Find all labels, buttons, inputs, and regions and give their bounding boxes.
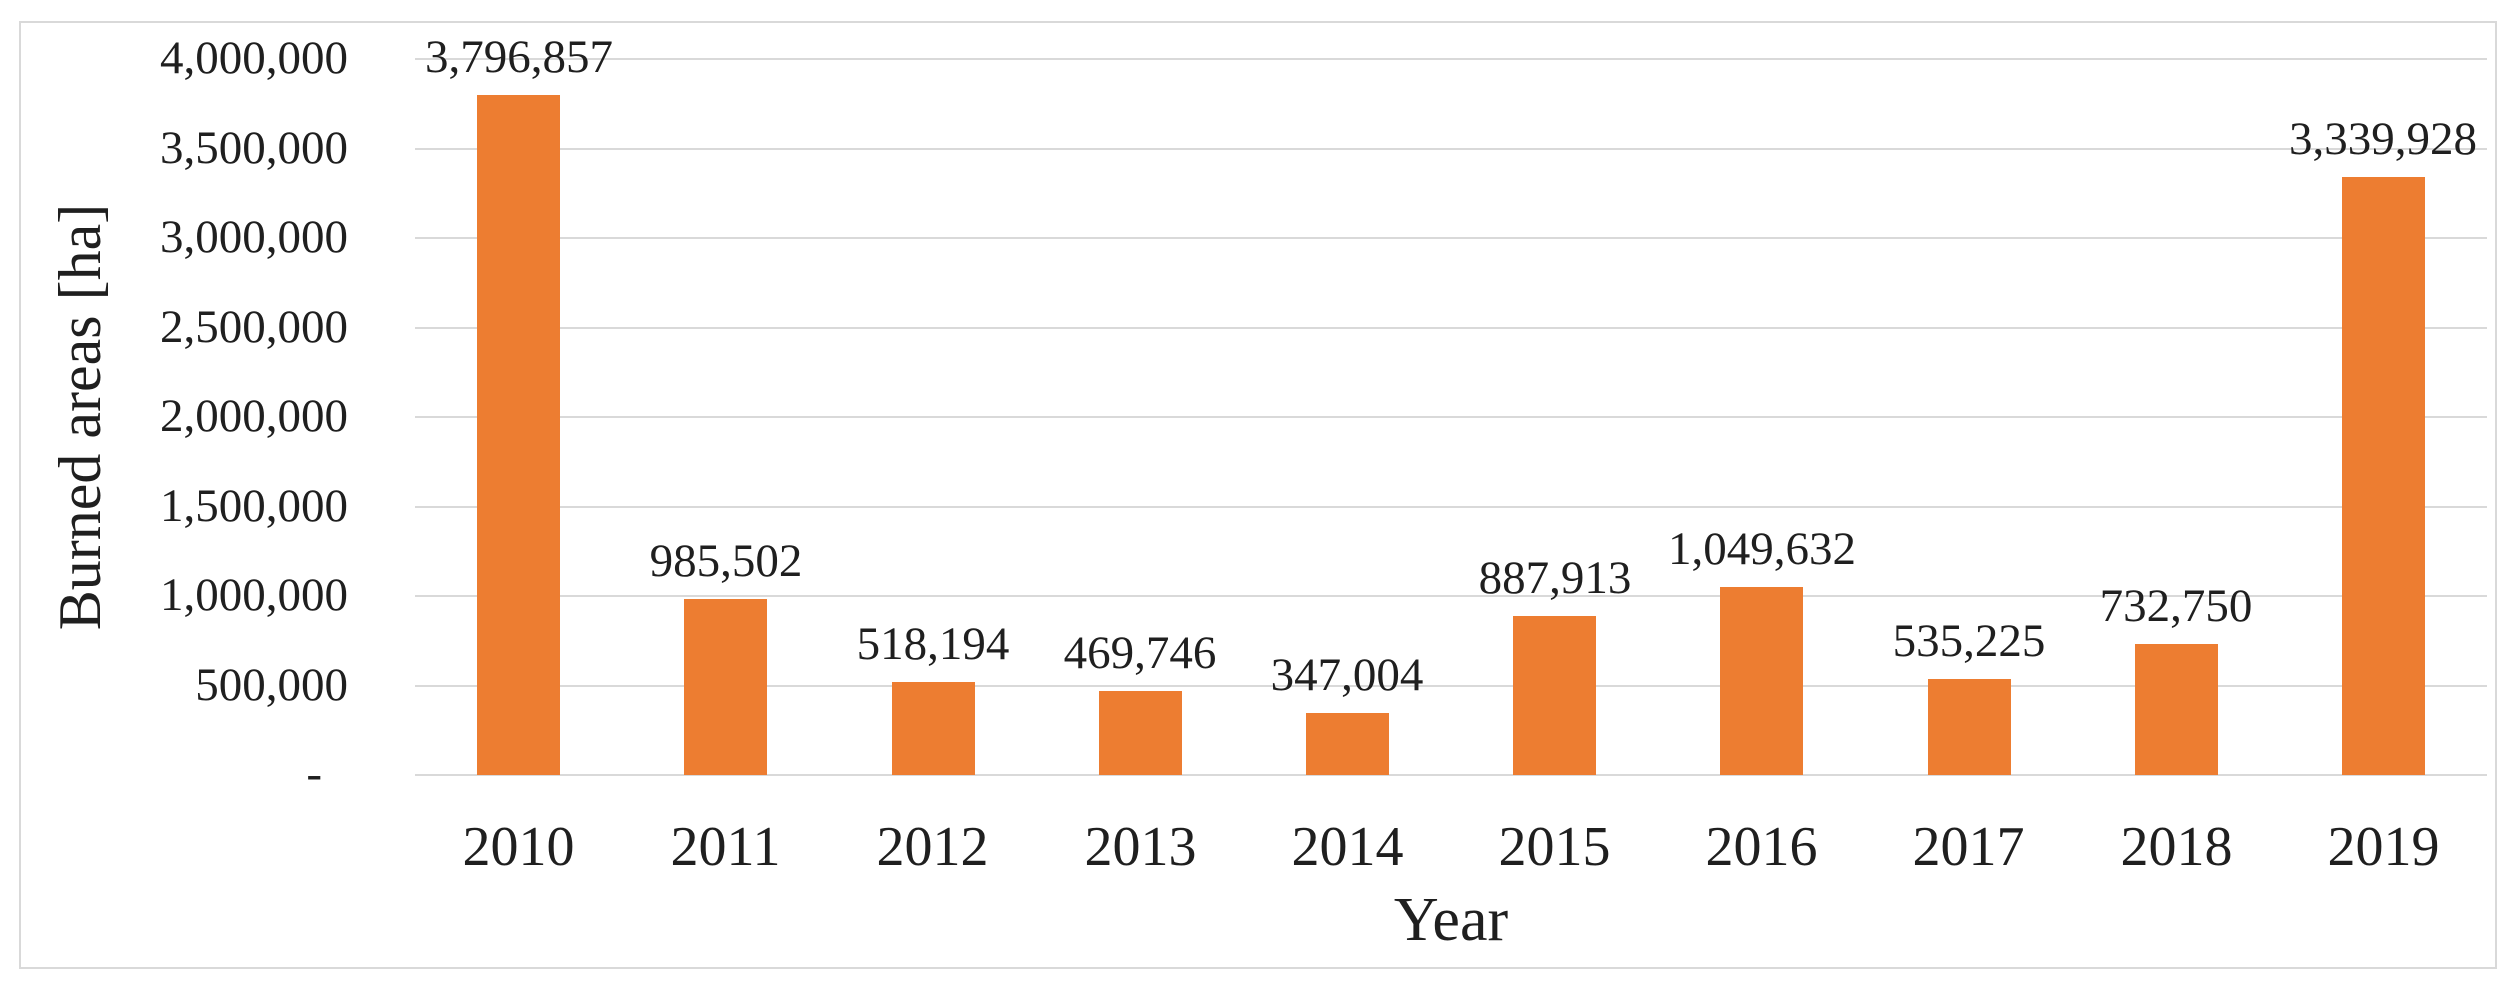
- bar-value-label: 1,049,632: [1668, 523, 1856, 575]
- bar-value-label: 3,796,857: [425, 31, 613, 83]
- x-tick-label: 2015: [1498, 816, 1611, 878]
- bar: [1306, 713, 1389, 775]
- plot-area: [415, 58, 2487, 776]
- y-tick-label: 2,000,000: [160, 390, 348, 442]
- bar-value-label: 3,339,928: [2289, 113, 2477, 165]
- y-tick-label: -: [306, 748, 322, 800]
- bar-value-label: 518,194: [856, 618, 1010, 670]
- grid-line: [415, 58, 2487, 60]
- bar-value-label: 535,225: [1892, 615, 2046, 667]
- grid-line: [415, 774, 2487, 776]
- x-tick-label: 2014: [1291, 816, 1404, 878]
- bar: [1928, 679, 2011, 775]
- x-tick-label: 2017: [1912, 816, 2025, 878]
- grid-line: [415, 416, 2487, 418]
- bar: [684, 599, 767, 775]
- bar-value-label: 887,913: [1478, 552, 1632, 604]
- bar: [2342, 177, 2425, 775]
- grid-line: [415, 505, 2487, 508]
- bar-value-label: 469,746: [1063, 627, 1217, 679]
- x-tick-label: 2018: [2120, 816, 2233, 878]
- bar-value-label: 985,502: [649, 535, 803, 587]
- bar: [1720, 587, 1803, 775]
- y-tick-label: 500,000: [195, 658, 348, 711]
- x-tick-label: 2012: [876, 816, 989, 878]
- y-tick-label: 1,500,000: [160, 479, 348, 532]
- y-tick-label: 4,000,000: [160, 32, 348, 84]
- bar: [2135, 644, 2218, 775]
- bar-value-label: 347,004: [1270, 649, 1424, 701]
- grid-line: [415, 326, 2487, 329]
- x-tick-label: 2013: [1084, 816, 1197, 878]
- grid-line: [415, 147, 2487, 150]
- x-axis-title: Year: [1393, 886, 1509, 954]
- bar-value-label: 732,750: [2099, 580, 2253, 632]
- x-tick-label: 2011: [670, 816, 781, 878]
- bar: [1513, 616, 1596, 775]
- grid-line: [415, 237, 2487, 239]
- bar: [477, 95, 560, 775]
- grid-line: [415, 595, 2487, 597]
- x-tick-label: 2010: [462, 816, 575, 878]
- x-tick-label: 2016: [1705, 816, 1818, 878]
- grid-line: [415, 684, 2487, 687]
- bar: [1099, 691, 1182, 775]
- chart-border: [19, 21, 2497, 969]
- y-tick-label: 1,000,000: [160, 569, 348, 621]
- y-tick-label: 3,000,000: [160, 211, 348, 263]
- y-tick-label: 2,500,000: [160, 300, 348, 353]
- y-tick-label: 3,500,000: [160, 121, 348, 174]
- x-tick-label: 2019: [2327, 816, 2440, 878]
- bar: [892, 682, 975, 775]
